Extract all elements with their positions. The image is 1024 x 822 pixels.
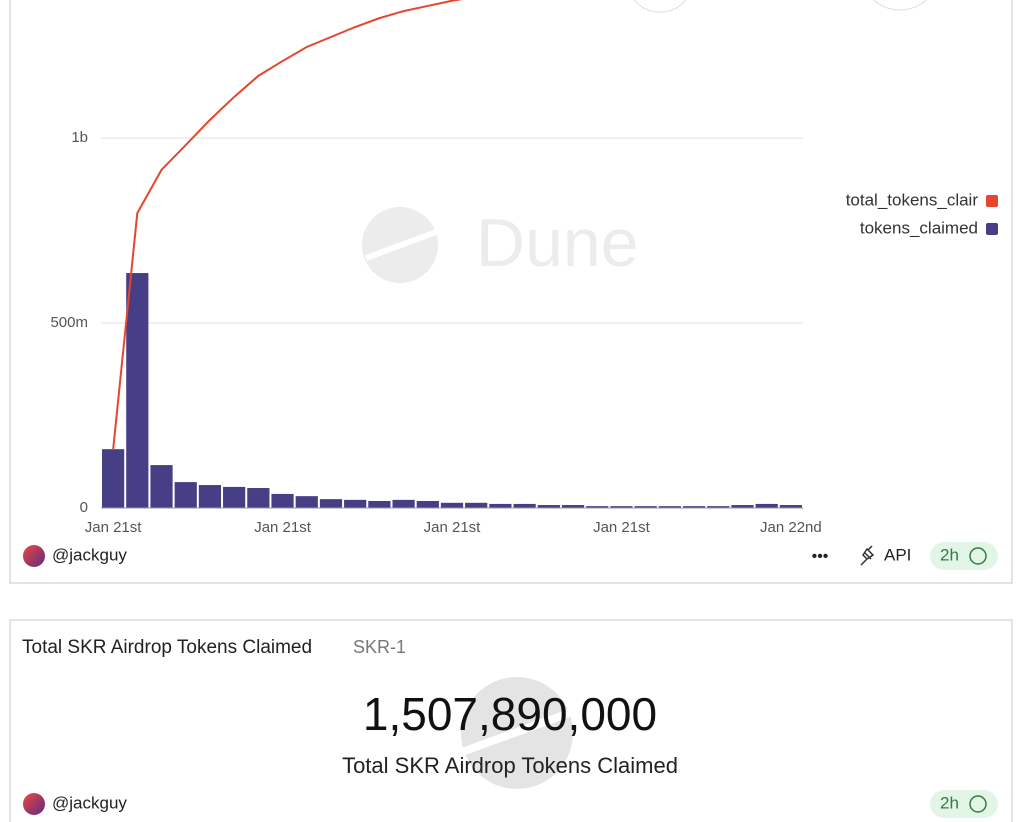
counter-label: Total SKR Airdrop Tokens Claimed <box>342 753 678 778</box>
bar <box>368 500 391 508</box>
verified-icon <box>969 547 987 565</box>
bar <box>586 506 609 508</box>
bar <box>223 486 246 508</box>
bar <box>755 503 778 508</box>
bar <box>198 485 222 508</box>
bar <box>707 506 730 508</box>
bar <box>513 503 536 508</box>
bar <box>610 506 633 508</box>
counter-value: 1,507,890,000 <box>363 688 657 740</box>
y-tick-label: 500m <box>50 314 88 331</box>
bar <box>561 505 585 508</box>
legend-swatch <box>986 195 998 207</box>
bar <box>150 465 173 508</box>
watermark: Dune <box>476 205 639 281</box>
top-button[interactable] <box>860 0 940 11</box>
bar <box>295 496 318 508</box>
age: 2h <box>940 545 959 564</box>
api-button[interactable]: API <box>884 545 911 564</box>
bar <box>489 503 512 508</box>
line <box>112 0 463 451</box>
bar <box>174 482 197 508</box>
counter-tag: SKR-1 <box>353 637 406 657</box>
x-tick-label: Jan 21st <box>593 519 651 536</box>
x-tick-label: Jan 21st <box>254 519 312 536</box>
counter-title: Total SKR Airdrop Tokens Claimed <box>22 637 312 658</box>
api-icon[interactable] <box>860 545 875 566</box>
x-tick-label: Jan 21st <box>424 519 482 536</box>
author[interactable]: @jackguy <box>52 793 127 812</box>
bar <box>247 488 270 508</box>
watermark-logo-cut <box>364 229 438 261</box>
bar <box>416 500 439 508</box>
y-tick-label: 1b <box>71 129 88 146</box>
bar <box>682 506 706 508</box>
bar <box>658 506 681 508</box>
top-button[interactable] <box>626 0 694 13</box>
x-tick-label: Jan 22nd <box>760 519 822 536</box>
bar <box>392 499 415 508</box>
age: 2h <box>940 793 959 812</box>
bar <box>319 499 343 508</box>
x-tick-label: Jan 21st <box>85 519 143 536</box>
legend-swatch <box>986 223 998 235</box>
y-tick-label: 0 <box>80 499 88 516</box>
verified-icon <box>969 795 987 813</box>
bar <box>779 505 802 508</box>
legend-label: tokens_claimed <box>860 218 978 237</box>
bar <box>731 505 754 508</box>
avatar[interactable] <box>23 545 45 567</box>
menu-button[interactable]: ••• <box>812 548 829 565</box>
watermark-logo-cut <box>460 708 574 756</box>
bar <box>126 273 149 508</box>
avatar[interactable] <box>23 793 45 815</box>
legend-label: total_tokens_clair <box>846 190 979 209</box>
bar <box>465 502 488 508</box>
bar <box>344 499 367 508</box>
bar <box>537 505 560 508</box>
author[interactable]: @jackguy <box>52 545 127 564</box>
bar <box>102 449 125 508</box>
bar <box>271 493 294 508</box>
bar <box>440 502 464 508</box>
bar <box>634 506 657 508</box>
